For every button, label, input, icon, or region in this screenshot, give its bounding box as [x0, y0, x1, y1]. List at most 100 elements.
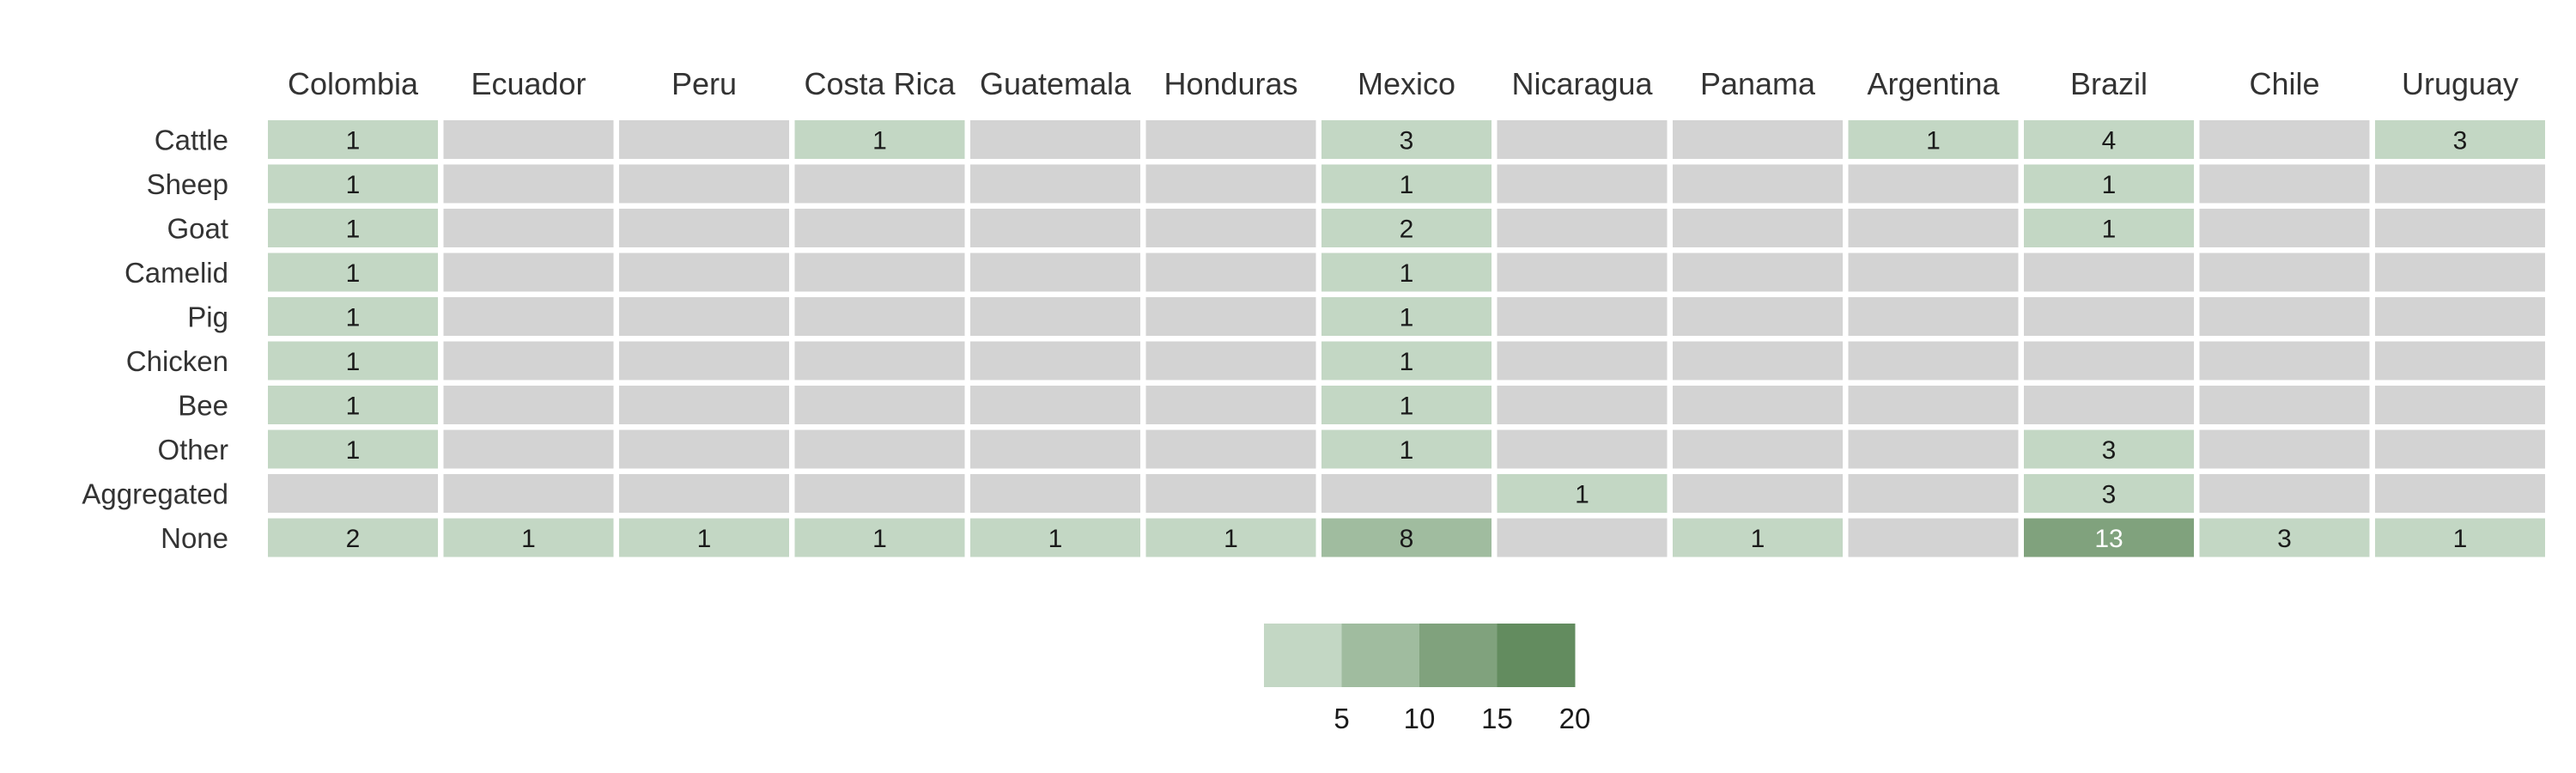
cell-value-label: 1: [1400, 393, 1414, 421]
heatmap-cell: [619, 164, 789, 204]
column-label: Honduras: [1163, 66, 1297, 101]
heatmap-cell: [970, 164, 1140, 204]
cell-value-label: 1: [346, 436, 361, 465]
heatmap-cell: [2375, 386, 2545, 424]
heatmap-cell: [1321, 429, 1492, 469]
heatmap-cell: [1145, 253, 1316, 292]
heatmap-cell: [2024, 429, 2194, 469]
cell-value-label: 1: [1400, 348, 1414, 376]
heatmap-cell: [2199, 253, 2370, 292]
heatmap-cell: [1145, 209, 1316, 247]
heatmap-cell: [1673, 474, 1843, 513]
heatmap-cell: [2375, 429, 2545, 469]
heatmap-cell: [443, 253, 614, 292]
legend-swatch: [1497, 624, 1576, 687]
heatmap-cell: [1145, 518, 1316, 557]
heatmap-cell: [1321, 474, 1492, 513]
heatmap-cell: [1145, 120, 1316, 159]
legend-ticks: 5 10 15 20: [1334, 703, 1590, 734]
heatmap-cells: 1 1 3 1 4 31 1 11 2 11 11 11 11 11 1 31 32 1 1 1 1 1 8 1 13 3 1: [268, 120, 2545, 557]
cell-value-label: 3: [2277, 525, 2292, 553]
heatmap-cell: [268, 474, 438, 513]
heatmap-cell: [1673, 164, 1843, 204]
color-legend: 5 10 15 20: [1264, 624, 1590, 734]
legend-tick-label: 10: [1404, 703, 1436, 734]
heatmap-cell: [2199, 341, 2370, 380]
cell-value-label: 1: [1400, 436, 1414, 465]
heatmap-cell: [443, 164, 614, 204]
heatmap-cell: [1848, 120, 2019, 159]
heatmap-cell: [1321, 209, 1492, 247]
column-label: Panama: [1700, 66, 1816, 101]
heatmap-cell: [268, 164, 438, 204]
heatmap-cell: [1848, 474, 2019, 513]
heatmap-cell: [1848, 164, 2019, 204]
heatmap-cell: [2199, 518, 2370, 557]
heatmap-cell: [619, 518, 789, 557]
heatmap-cell: [1497, 253, 1668, 292]
heatmap-cell: [619, 209, 789, 247]
heatmap-cell: [2375, 341, 2545, 380]
heatmap-cell: [1321, 297, 1492, 336]
heatmap-cell: [794, 474, 965, 513]
cell-value-label: 1: [2102, 171, 2117, 199]
row-label: Chicken: [126, 345, 228, 377]
heatmap-cell: [794, 429, 965, 469]
heatmap-cell: [1321, 341, 1492, 380]
heatmap-cell: [970, 474, 1140, 513]
heatmap-cell: [2375, 209, 2545, 247]
heatmap-cell: [1848, 209, 2019, 247]
heatmap-cell: [794, 518, 965, 557]
heatmap-cell: [1497, 297, 1668, 336]
heatmap-cell: [443, 429, 614, 469]
heatmap-cell: [443, 120, 614, 159]
heatmap-cell: [970, 429, 1140, 469]
heatmap-cell: [1673, 341, 1843, 380]
heatmap-cell: [2024, 518, 2194, 557]
heatmap-cell: [619, 429, 789, 469]
heatmap-cell: [2199, 209, 2370, 247]
heatmap-cell: [1497, 164, 1668, 204]
cell-value-label: 1: [346, 304, 361, 332]
heatmap-cell: [970, 120, 1140, 159]
heatmap-cell: [2375, 518, 2545, 557]
cell-value-label: 1: [346, 171, 361, 199]
legend-swatch: [1264, 624, 1342, 687]
cell-value-label: 1: [346, 393, 361, 421]
heatmap-cell: [970, 209, 1140, 247]
cell-value-label: 3: [2102, 436, 2117, 465]
column-label: Costa Rica: [804, 66, 956, 101]
cell-value-label: 1: [2453, 525, 2468, 553]
heatmap-cell: [268, 518, 438, 557]
column-label: Chile: [2249, 66, 2319, 101]
heatmap-cell: [443, 341, 614, 380]
heatmap-cell: [794, 209, 965, 247]
heatmap-cell: [2024, 386, 2194, 424]
heatmap-cell: [443, 209, 614, 247]
cell-value-label: 1: [1400, 259, 1414, 288]
heatmap-cell: [2199, 164, 2370, 204]
heatmap-cell: [1673, 429, 1843, 469]
column-label: Nicaragua: [1511, 66, 1653, 101]
row-labels: Cattle Sheep Goat Camelid Pig Chicken Bee Other…: [82, 125, 228, 555]
cell-value-label: 1: [346, 127, 361, 155]
row-label: Goat: [167, 213, 228, 245]
heatmap-cell: [268, 429, 438, 469]
heatmap-cell: [1673, 297, 1843, 336]
cell-value-label: 1: [1751, 525, 1765, 553]
cell-value-label: 2: [346, 525, 361, 553]
heatmap-cell: [1848, 518, 2019, 557]
cell-value-label: 1: [346, 216, 361, 244]
heatmap-cell: [1145, 429, 1316, 469]
heatmap-cell: [1497, 120, 1668, 159]
cell-value-label: 1: [1400, 171, 1414, 199]
cell-value-label: 3: [1400, 127, 1414, 155]
heatmap-cell: [2024, 341, 2194, 380]
cell-value-label: 2: [1400, 216, 1414, 244]
column-label: Brazil: [2070, 66, 2148, 101]
heatmap-cell: [970, 386, 1140, 424]
column-labels: Colombia Ecuador Peru Costa Rica Guatemala Ho…: [288, 66, 2518, 101]
heatmap-cell: [1145, 474, 1316, 513]
heatmap-cell: [1848, 253, 2019, 292]
heatmap-cell: [619, 253, 789, 292]
